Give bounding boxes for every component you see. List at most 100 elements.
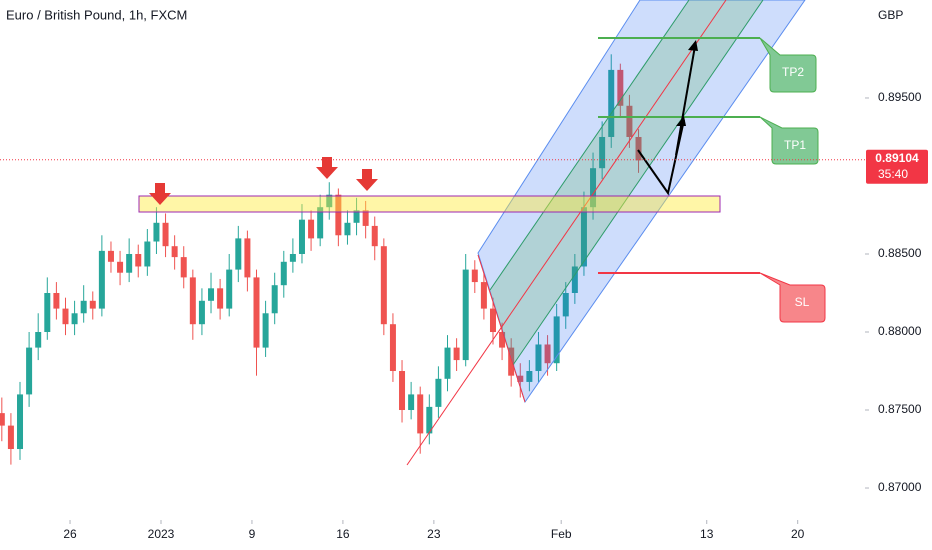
candle-body: [253, 277, 260, 348]
candle-body: [17, 394, 24, 450]
candle-body: [289, 253, 296, 262]
candle-body: [571, 266, 578, 293]
candle-body: [171, 246, 178, 258]
channel-handle: [477, 254, 526, 403]
candle-body: [107, 250, 114, 262]
x-tick-label: 2023: [148, 527, 175, 541]
candle-body: [217, 288, 224, 309]
candle-body: [80, 300, 87, 314]
candle-body: [535, 344, 542, 372]
candle-body: [508, 347, 515, 376]
channel-inner: [490, 0, 763, 365]
price-axis: [865, 0, 932, 550]
x-tick-label: 23: [427, 527, 441, 541]
candle-body: [44, 292, 51, 333]
candle-body: [380, 246, 387, 325]
y-tick-label: 0.89500: [878, 90, 922, 104]
candle-body: [544, 344, 551, 364]
candle-body: [226, 269, 233, 309]
candle-body: [62, 308, 69, 325]
candle-body: [617, 69, 624, 106]
candle-body: [308, 219, 315, 239]
candle-body: [444, 347, 451, 379]
candle-body: [235, 238, 242, 270]
candle-body: [499, 332, 506, 348]
y-tick-label: 0.88000: [878, 324, 922, 338]
candle-body: [608, 69, 615, 137]
candle-body: [489, 308, 496, 333]
y-tick-label: 0.87500: [878, 402, 922, 416]
channel-line: [489, 0, 690, 291]
countdown-label: 35:40: [878, 167, 908, 181]
resistance-zone: [138, 195, 721, 213]
arrow-marker: [356, 169, 378, 191]
candle-body: [526, 371, 533, 382]
forecast-path: [675, 45, 696, 156]
candle-body: [599, 136, 606, 169]
x-tick-label: 20: [791, 527, 805, 541]
candle-body: [0, 413, 5, 426]
candle-body: [626, 105, 633, 137]
x-tick-label: Feb: [551, 527, 572, 541]
candle-body: [189, 277, 196, 325]
time-axis: [0, 520, 865, 550]
candle-body: [326, 194, 333, 208]
candle-body: [280, 261, 287, 286]
x-tick-label: 9: [249, 527, 256, 541]
currency-label: GBP: [878, 8, 903, 22]
candle-body: [480, 282, 487, 309]
sl-callout: [759, 272, 826, 323]
candle-body: [317, 207, 324, 239]
channel-median: [406, 0, 727, 466]
candle-body: [462, 269, 469, 361]
candle-body: [453, 347, 460, 361]
candle-body: [126, 253, 133, 273]
candle-body: [353, 210, 360, 223]
chart-title: Euro / British Pound, 1h, FXCM: [6, 7, 187, 22]
channel-line: [512, 0, 764, 366]
candle-body: [98, 250, 105, 309]
arrow-marker: [149, 183, 171, 205]
x-tick-label: 13: [700, 527, 714, 541]
candle-body: [153, 222, 160, 242]
candles: [0, 54, 642, 465]
candle-body: [371, 225, 378, 247]
x-tick-label: 26: [63, 527, 77, 541]
candle-body: [71, 313, 78, 325]
candle-body: [117, 261, 124, 273]
tp2-callout: [759, 37, 817, 93]
candle-body: [562, 292, 569, 317]
candle-body: [435, 378, 442, 407]
candle-body: [580, 207, 587, 267]
candle-body: [162, 222, 169, 247]
candle-body: [362, 210, 369, 226]
candle-body: [271, 285, 278, 314]
candle-body: [198, 300, 205, 325]
candle-body: [389, 324, 396, 372]
candle-body: [7, 425, 14, 450]
y-tick-label: 0.87000: [878, 480, 922, 494]
candle-body: [426, 406, 433, 434]
candle-body: [335, 194, 342, 236]
last-price-label: 0.89104: [875, 151, 919, 165]
candle-body: [135, 253, 142, 267]
candle-body: [89, 300, 96, 309]
candle-body: [180, 257, 187, 278]
candle-body: [417, 394, 424, 434]
tp2-label: TP2: [782, 65, 804, 79]
last-price-box: [866, 149, 928, 184]
tp1-label: TP1: [784, 138, 806, 152]
arrow-marker: [316, 157, 338, 179]
candle-body: [53, 292, 60, 309]
candle-body: [244, 238, 251, 278]
candle-body: [471, 269, 478, 283]
candle-body: [208, 288, 215, 301]
arrow-head: [688, 40, 698, 51]
tp1-callout: [759, 116, 819, 165]
x-tick-label: 16: [336, 527, 350, 541]
candle-body: [590, 168, 597, 208]
candle-body: [26, 347, 33, 395]
candle-body: [262, 313, 269, 348]
